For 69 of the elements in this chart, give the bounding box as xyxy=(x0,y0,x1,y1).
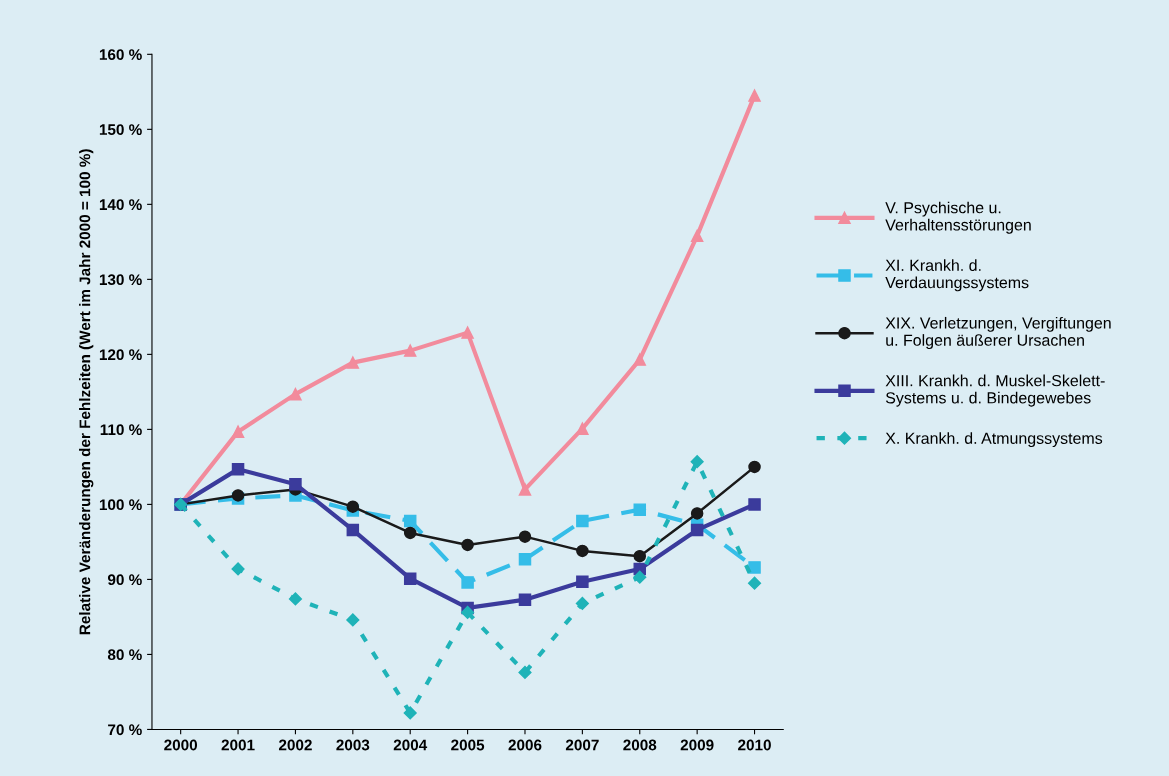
point xyxy=(690,229,704,243)
point xyxy=(346,523,360,537)
x-tick-label: 2005 xyxy=(451,739,485,751)
point xyxy=(289,477,302,491)
point xyxy=(403,706,417,720)
point xyxy=(576,422,589,435)
x-tick-label: 2008 xyxy=(623,739,657,751)
point xyxy=(403,344,417,357)
point xyxy=(403,572,417,585)
point xyxy=(231,425,245,438)
point xyxy=(518,593,532,606)
legend-label: X. Krankh. d. Atmungssystems xyxy=(885,432,1103,448)
point xyxy=(461,538,474,552)
x-tick-label: 2007 xyxy=(565,739,599,751)
y-tick-label: 120 % xyxy=(99,349,142,361)
point xyxy=(289,387,302,401)
point xyxy=(231,562,245,576)
x-tick-label: 2006 xyxy=(508,739,542,751)
point xyxy=(518,530,532,543)
y-tick-label: 150 % xyxy=(99,124,142,136)
point xyxy=(403,526,417,540)
legend-label: XI. Krankh. d. Verdauungssystems xyxy=(885,259,1029,292)
y-axis-title: Relative Veränderungen der Fehlzeiten (Wert im Jahr 2000 = 100 %) xyxy=(79,149,94,635)
x-tick-label: 2010 xyxy=(738,739,771,751)
y-tick-label: 70 % xyxy=(108,724,142,736)
point xyxy=(576,544,589,558)
point xyxy=(346,356,360,369)
point xyxy=(633,503,647,516)
y-tick-label: 100 % xyxy=(99,499,142,511)
point xyxy=(748,561,761,574)
y-tick-label: 90 % xyxy=(107,574,142,586)
x-tick-label: 2009 xyxy=(680,739,714,751)
x-tick-label: 2002 xyxy=(278,739,312,751)
x-tick-label: 2003 xyxy=(336,739,370,751)
point xyxy=(346,613,360,627)
point xyxy=(461,576,474,589)
point xyxy=(748,460,761,474)
point xyxy=(576,514,589,528)
x-tick-label: 2004 xyxy=(393,739,428,751)
legend-label: V. Psychische u. Verhaltensstörungen xyxy=(885,201,1031,234)
point xyxy=(461,326,474,339)
point xyxy=(346,500,360,513)
point xyxy=(633,549,647,563)
point xyxy=(633,570,647,584)
legend-label: XIX. Verletzungen, Vergiftungen u. Folgen äußerer Ursachen xyxy=(885,316,1111,350)
point xyxy=(518,665,532,680)
point xyxy=(461,605,475,620)
y-tick-label: 80 % xyxy=(107,649,142,661)
point xyxy=(576,575,589,588)
point xyxy=(690,507,704,520)
point xyxy=(690,523,704,537)
point xyxy=(748,89,761,102)
legend-label: XIII. Krankh. d. Muskel-Skelett- Systems u. d. Bindegewebes xyxy=(885,374,1105,407)
x-tick-label: 2001 xyxy=(221,739,255,751)
point xyxy=(748,498,761,511)
point xyxy=(518,552,532,566)
point xyxy=(403,514,417,528)
y-tick-label: 140 % xyxy=(99,199,142,211)
point xyxy=(747,576,762,590)
x-tick-label: 2000 xyxy=(164,739,198,751)
y-tick-label: 110 % xyxy=(100,424,142,436)
point xyxy=(690,455,704,469)
y-tick-label: 160 % xyxy=(99,49,142,61)
point xyxy=(518,483,532,496)
point xyxy=(231,462,245,476)
point xyxy=(288,592,303,606)
point xyxy=(633,353,647,366)
point xyxy=(575,596,589,611)
y-tick-label: 130 % xyxy=(99,274,142,286)
